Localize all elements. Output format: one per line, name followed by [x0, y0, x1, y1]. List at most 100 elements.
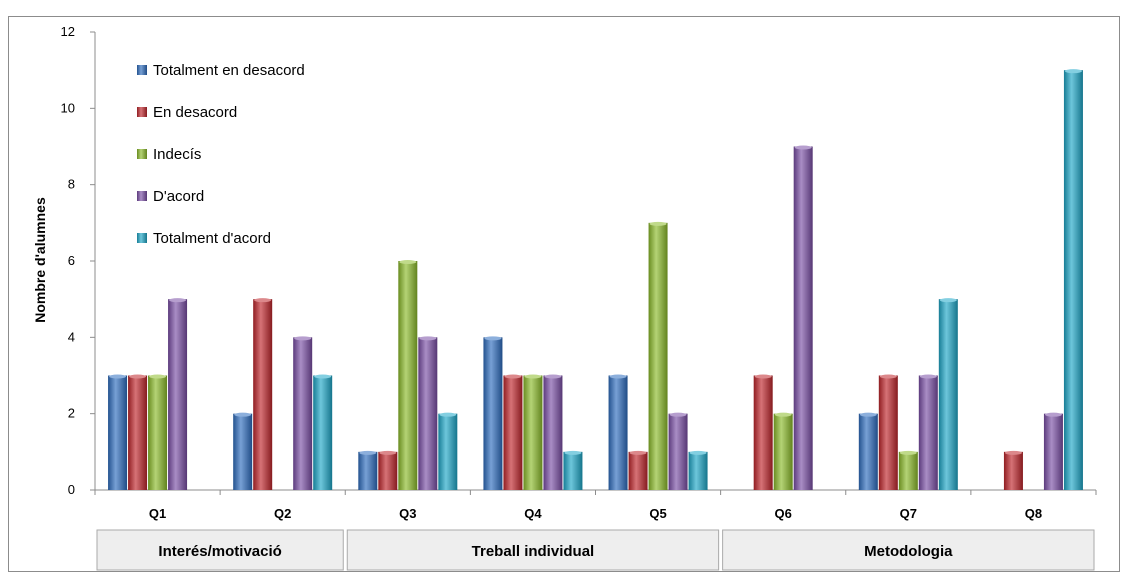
bar-top-highlight: [649, 221, 667, 226]
legend-label: En desacord: [153, 104, 237, 121]
bar-q3-series-1: [358, 451, 378, 490]
bar-top-highlight: [359, 450, 377, 455]
bar-top-highlight: [439, 412, 457, 417]
bar-top-highlight: [919, 374, 937, 379]
bar-top-highlight: [754, 374, 772, 379]
bar-top-highlight: [669, 412, 687, 417]
bar-top-highlight: [1064, 69, 1082, 74]
bar-q3-series-3: [398, 261, 418, 490]
group-label: Interés/motivació: [158, 543, 281, 560]
bar-top-highlight: [504, 374, 522, 379]
bar-top-highlight: [254, 298, 272, 303]
bar-top-highlight: [899, 450, 917, 455]
bar-top-highlight: [1004, 450, 1022, 455]
bar-q8-series-2: [1003, 451, 1023, 490]
bar-top-highlight: [629, 450, 647, 455]
bar-q7-series-3: [898, 451, 918, 490]
y-tick-label: 10: [61, 100, 75, 115]
bar-q8-series-4: [1043, 413, 1063, 490]
group-label: Treball individual: [472, 543, 595, 560]
x-category-label: Q2: [274, 506, 291, 521]
bar-top-highlight: [609, 374, 627, 379]
bar-q3-series-2: [378, 451, 398, 490]
legend-label: Totalment en desacord: [153, 62, 305, 79]
x-category-label: Q1: [149, 506, 166, 521]
bar-top-highlight: [939, 298, 957, 303]
bar-q4-series-5: [563, 451, 583, 490]
bar-top-highlight: [524, 374, 542, 379]
bar-q4-series-2: [503, 375, 523, 490]
bar-top-highlight: [109, 374, 127, 379]
bar-top-highlight: [314, 374, 332, 379]
x-category-label: Q4: [524, 506, 542, 521]
bar-q5-series-1: [608, 375, 628, 490]
bar-q1-series-3: [148, 375, 168, 490]
bar-top-highlight: [169, 298, 187, 303]
bar-top-highlight: [794, 145, 812, 150]
bar-top-highlight: [234, 412, 252, 417]
bar-q7-series-5: [938, 299, 958, 490]
bar-q5-series-5: [688, 451, 708, 490]
bar-top-highlight: [879, 374, 897, 379]
y-tick-label: 0: [68, 482, 75, 497]
y-axis-title: Nombre d'alumnes: [32, 197, 48, 323]
bar-q1-series-2: [128, 375, 148, 490]
bar-q7-series-1: [858, 413, 878, 490]
x-category-label: Q6: [775, 506, 792, 521]
bar-q1-series-4: [168, 299, 188, 490]
legend-swatch: [137, 65, 147, 75]
bar-top-highlight: [1044, 412, 1062, 417]
bar-q6-series-3: [773, 413, 793, 490]
y-tick-label: 12: [61, 24, 75, 39]
bar-q2-series-5: [313, 375, 333, 490]
bar-top-highlight: [399, 260, 417, 264]
legend-swatch: [137, 149, 147, 159]
group-box: [96, 529, 344, 571]
group-box: [722, 529, 1095, 571]
bar-q4-series-3: [523, 375, 543, 490]
x-category-label: Q7: [900, 506, 917, 521]
bar-q7-series-2: [878, 375, 898, 490]
legend-swatch: [137, 107, 147, 117]
group-box: [346, 529, 720, 571]
bar-top-highlight: [129, 374, 147, 379]
bar-top-highlight: [419, 336, 437, 341]
bar-top-highlight: [859, 412, 877, 417]
bar-q5-series-4: [668, 413, 688, 490]
legend-swatch: [137, 233, 147, 243]
bar-q5-series-2: [628, 451, 648, 490]
x-category-label: Q3: [399, 506, 416, 521]
x-category-label: Q5: [649, 506, 666, 521]
bar-q4-series-4: [543, 375, 563, 490]
legend-label: Totalment d'acord: [153, 230, 271, 247]
bar-q8-series-5: [1063, 70, 1083, 491]
bar-top-highlight: [544, 374, 562, 379]
group-label: Metodologia: [864, 543, 953, 560]
bar-q2-series-1: [233, 413, 253, 490]
bar-top-highlight: [379, 450, 397, 455]
bar-top-highlight: [564, 450, 582, 455]
bar-top-highlight: [689, 450, 707, 455]
bar-q2-series-2: [253, 299, 273, 490]
bar-top-highlight: [484, 336, 502, 341]
legend-label: D'acord: [153, 188, 204, 205]
y-tick-label: 4: [68, 329, 75, 344]
bar-q1-series-1: [108, 375, 128, 490]
bar-top-highlight: [294, 336, 312, 341]
x-category-label: Q8: [1025, 506, 1042, 521]
bar-top-highlight: [774, 412, 792, 417]
bar-q6-series-4: [793, 146, 813, 490]
bar-top-highlight: [149, 374, 167, 379]
y-tick-label: 2: [68, 406, 75, 421]
bar-q4-series-1: [483, 337, 503, 490]
bar-q2-series-4: [293, 337, 313, 490]
legend-label: Indecís: [153, 146, 201, 163]
legend-swatch: [137, 191, 147, 201]
bar-q7-series-4: [918, 375, 938, 490]
y-tick-label: 6: [68, 253, 75, 268]
bar-q5-series-3: [648, 222, 668, 491]
y-tick-label: 8: [68, 177, 75, 192]
bar-q3-series-4: [418, 337, 438, 490]
bar-q6-series-2: [753, 375, 773, 490]
